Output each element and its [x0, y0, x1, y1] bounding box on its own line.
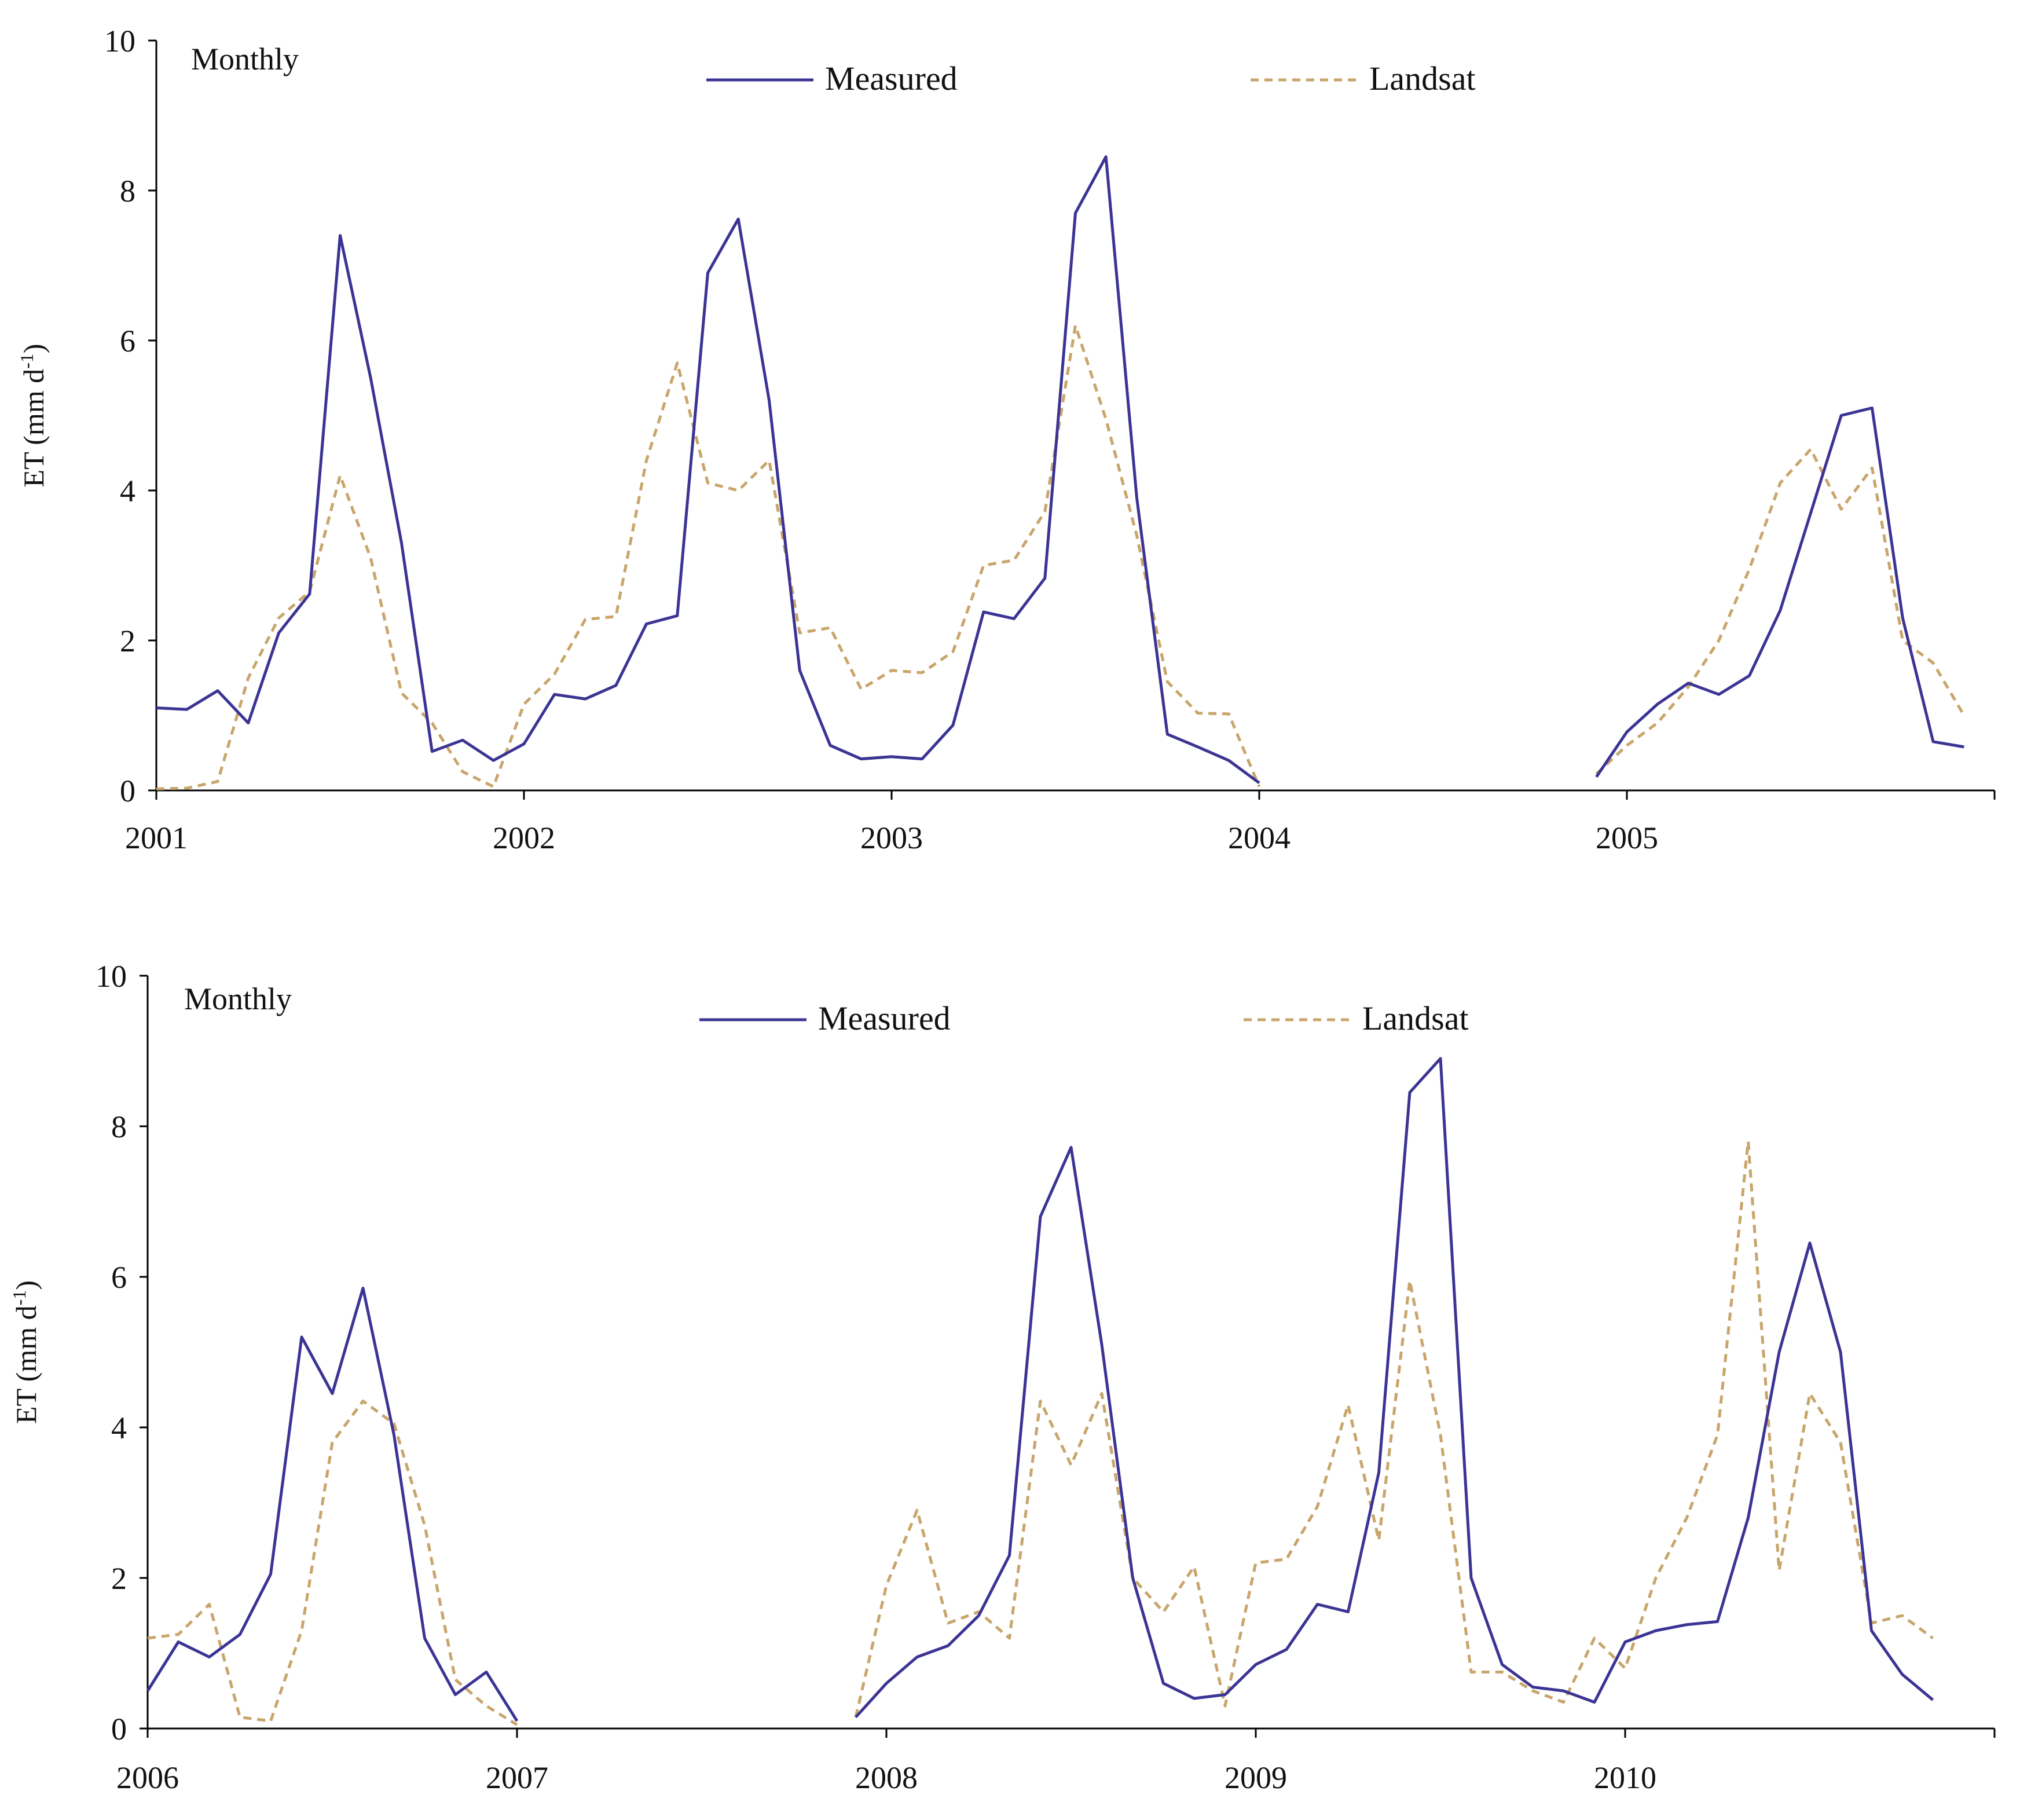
- x-tick-label: 2008: [855, 1760, 918, 1795]
- series-measured-line: [855, 1057, 1934, 1719]
- x-tick-label: 2005: [1596, 821, 1658, 855]
- y-tick-label: 0: [111, 1712, 127, 1746]
- chart-annotation: Monthly: [191, 42, 299, 76]
- y-axis-label: ET (mm d-1): [9, 1280, 42, 1424]
- x-tick-label: 2006: [116, 1760, 179, 1795]
- y-tick-label: 8: [111, 1109, 127, 1144]
- y-tick-label: 4: [120, 474, 135, 508]
- x-tick-label: 2009: [1225, 1760, 1287, 1795]
- series-measured-line: [156, 155, 1260, 785]
- et-chart-2001-2005: 0 2 4 6 8 10 2001 2002 2003 2004 2005 ET (mm d-1) Mo…: [16, 24, 1996, 855]
- legend-landsat-label: Landsat: [1362, 999, 1469, 1037]
- series-measured-line: [146, 1287, 519, 1722]
- series-landsat-line: [147, 1400, 518, 1726]
- y-tick-label: 10: [104, 24, 135, 58]
- y-tick-label: 4: [111, 1411, 127, 1445]
- series-landsat-line: [1595, 448, 1966, 775]
- x-tick-label: 2007: [486, 1760, 548, 1795]
- y-tick-label: 2: [120, 624, 135, 658]
- series-landsat-line: [854, 1140, 1934, 1718]
- chart-annotation: Monthly: [184, 982, 292, 1016]
- y-tick-label: 6: [120, 324, 135, 358]
- y-tick-label: 8: [120, 174, 135, 208]
- y-tick-label: 0: [120, 774, 135, 808]
- legend-measured-label: Measured: [818, 999, 951, 1037]
- y-tick-label: 10: [96, 959, 127, 994]
- chart-panel-2001-2005: 0 2 4 6 8 10 2001 2002 2003 2004 2005 ET (mm d-1) Mo…: [0, 0, 2020, 903]
- y-axis-label: ET (mm d-1): [16, 344, 50, 488]
- x-tick-label: 2010: [1594, 1760, 1656, 1795]
- x-tick-label: 2003: [860, 821, 923, 855]
- chart-panel-2006-2010: 0 2 4 6 8 10 2006 2007 2008 2009 2010 ET (mm d-1) Mo…: [0, 903, 2020, 1817]
- et-chart-2006-2010: 0 2 4 6 8 10 2006 2007 2008 2009 2010 ET (mm d-1) Mo…: [9, 959, 1996, 1795]
- legend-landsat-label: Landsat: [1369, 60, 1476, 97]
- x-tick-label: 2001: [125, 821, 188, 855]
- y-tick-label: 6: [111, 1260, 127, 1295]
- y-tick-label: 2: [111, 1561, 127, 1596]
- x-tick-label: 2002: [493, 821, 555, 855]
- series-landsat-line: [156, 324, 1261, 790]
- legend-measured-label: Measured: [825, 60, 958, 97]
- x-tick-label: 2004: [1228, 821, 1291, 855]
- series-measured-line: [1595, 407, 1964, 778]
